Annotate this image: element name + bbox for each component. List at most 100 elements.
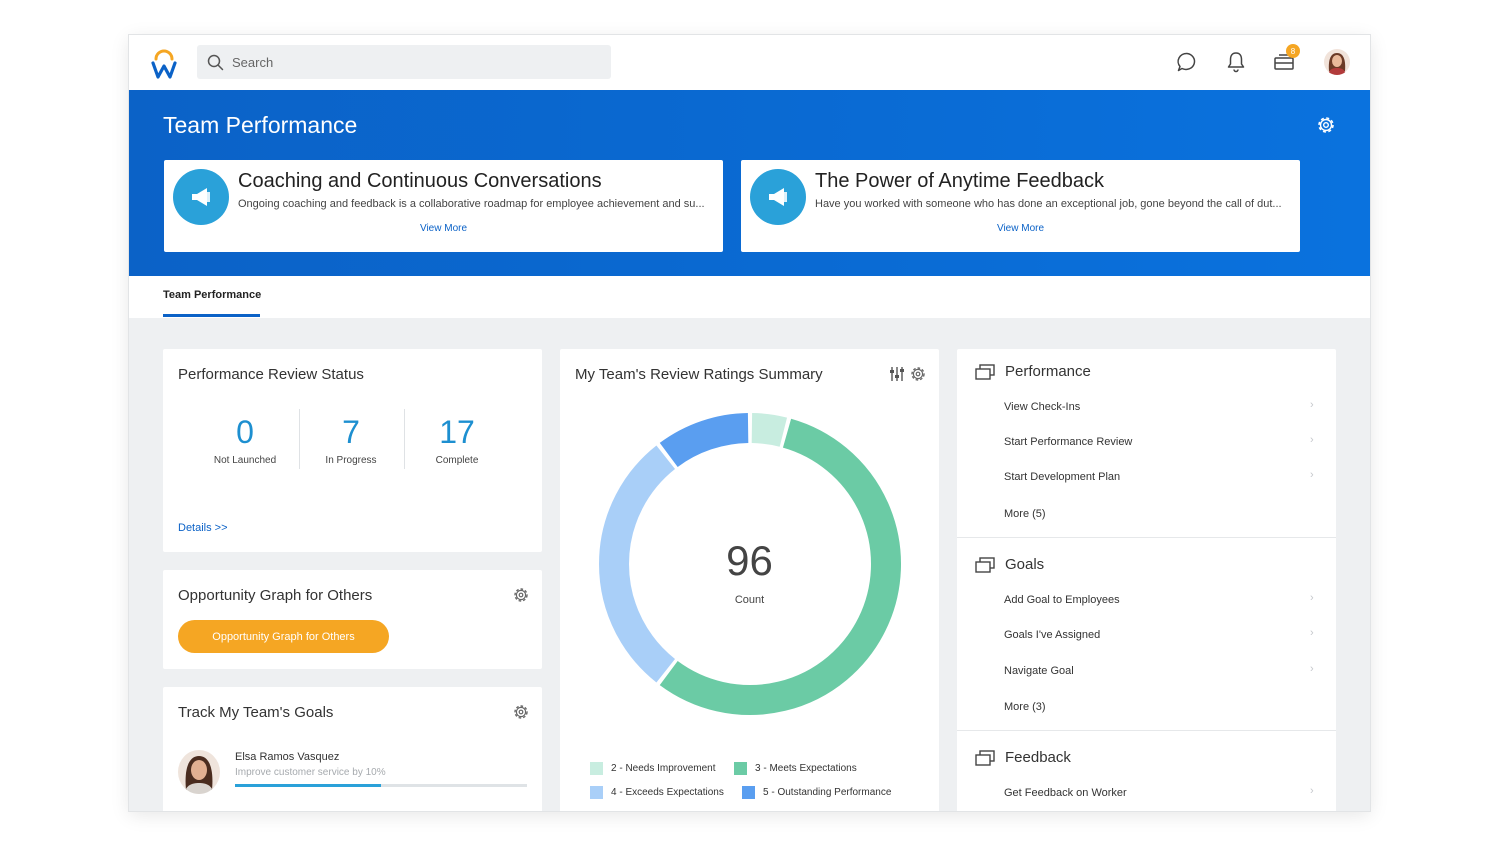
menu-item[interactable]: Add Goal to Employees — [1004, 594, 1120, 606]
worklets-panel: Performance View Check-Ins › Start Perfo… — [957, 349, 1336, 811]
donut-total-label: Count — [734, 594, 765, 606]
legend-swatch — [590, 762, 603, 775]
menu-item[interactable]: Get Feedback on Worker — [1004, 787, 1127, 799]
panel-title: My Team's Review Ratings Summary — [575, 366, 823, 383]
inbox-icon[interactable]: 8 — [1272, 44, 1300, 74]
team-goals-panel: Track My Team's Goals Elsa Ramos Vasquez… — [163, 687, 542, 811]
legend-item[interactable]: 5 - Outstanding Performance — [742, 786, 891, 799]
stat-complete[interactable]: 17 Complete — [407, 413, 507, 466]
goal-description: Improve customer service by 10% — [235, 767, 386, 778]
divider — [404, 409, 405, 469]
workday-logo[interactable] — [151, 47, 177, 79]
legend-swatch — [590, 786, 603, 799]
more-link[interactable]: More (5) — [1004, 508, 1046, 520]
chevron-right-icon: › — [1310, 663, 1314, 675]
legend-label: 4 - Exceeds Expectations — [611, 787, 724, 798]
settings-gear-icon[interactable] — [909, 365, 927, 383]
menu-item[interactable]: Navigate Goal — [1004, 665, 1074, 677]
donut-slice[interactable] — [659, 418, 901, 715]
settings-gear-icon[interactable] — [512, 586, 530, 604]
inbox-badge: 8 — [1286, 44, 1300, 58]
chevron-right-icon: › — [1310, 434, 1314, 446]
divider — [299, 409, 300, 469]
section-goals[interactable]: Goals — [975, 556, 1044, 573]
megaphone-icon — [750, 169, 806, 225]
review-status-panel: Performance Review Status 0 Not Launched… — [163, 349, 542, 552]
panel-title: Track My Team's Goals — [178, 704, 334, 721]
section-title: Goals — [1005, 556, 1045, 573]
active-tab-indicator — [163, 314, 260, 317]
search-input[interactable] — [232, 54, 592, 70]
settings-gear-icon[interactable] — [1315, 114, 1337, 136]
coaching-card[interactable]: Coaching and Continuous Conversations On… — [164, 160, 723, 252]
stat-in-progress[interactable]: 7 In Progress — [301, 413, 401, 466]
worker-name[interactable]: Elsa Ramos Vasquez — [235, 751, 340, 763]
section-title: Performance — [1005, 363, 1091, 380]
chevron-right-icon: › — [1310, 592, 1314, 604]
opportunity-graph-button[interactable]: Opportunity Graph for Others — [178, 620, 389, 653]
worklet-icon — [975, 556, 995, 573]
panel-title: Performance Review Status — [178, 366, 364, 383]
chevron-right-icon: › — [1310, 627, 1314, 639]
more-link[interactable]: More (3) — [1004, 701, 1046, 713]
menu-item[interactable]: Start Performance Review — [1004, 436, 1133, 448]
donut-total: 96 — [726, 537, 773, 584]
worker-avatar[interactable] — [178, 750, 220, 794]
stat-not-launched[interactable]: 0 Not Launched — [195, 413, 295, 466]
legend-item[interactable]: 3 - Meets Expectations — [734, 762, 857, 775]
legend-swatch — [734, 762, 747, 775]
feedback-card[interactable]: The Power of Anytime Feedback Have you w… — [741, 160, 1300, 252]
bell-icon[interactable] — [1224, 50, 1248, 74]
card-title: The Power of Anytime Feedback — [815, 170, 1105, 192]
page-title: Team Performance — [163, 112, 358, 138]
opportunity-panel: Opportunity Graph for Others Opportunity… — [163, 570, 542, 669]
worklet-icon — [975, 749, 995, 766]
menu-item[interactable]: Goals I've Assigned — [1004, 629, 1101, 641]
card-description: Ongoing coaching and feedback is a colla… — [238, 198, 705, 210]
menu-item[interactable]: View Check-Ins — [1004, 401, 1081, 413]
user-avatar[interactable] — [1324, 49, 1350, 75]
ratings-summary-panel: My Team's Review Ratings Summary 96 Coun… — [560, 349, 939, 811]
goal-progress-bar — [235, 784, 527, 787]
section-divider — [957, 537, 1336, 538]
donut-slice[interactable] — [599, 445, 676, 683]
goal-progress-fill — [235, 784, 381, 787]
legend-label: 5 - Outstanding Performance — [763, 787, 892, 798]
card-description: Have you worked with someone who has don… — [815, 198, 1282, 210]
view-more-link[interactable]: View More — [996, 223, 1045, 234]
settings-gear-icon[interactable] — [512, 703, 530, 721]
menu-item[interactable]: Start Development Plan — [1004, 471, 1121, 483]
filter-sliders-icon[interactable] — [888, 365, 906, 383]
details-link[interactable]: Details >> — [178, 522, 228, 534]
top-bar: 8 — [129, 35, 1370, 90]
stat-value: 17 — [439, 414, 475, 450]
legend-item[interactable]: 2 - Needs Improvement — [590, 762, 716, 775]
chevron-right-icon: › — [1310, 785, 1314, 797]
tab-team-performance[interactable]: Team Performance — [163, 289, 262, 301]
legend-label: 2 - Needs Improvement — [611, 763, 716, 774]
donut-slice[interactable] — [659, 413, 749, 468]
section-performance[interactable]: Performance — [975, 363, 1091, 380]
megaphone-icon — [173, 169, 229, 225]
section-divider — [957, 730, 1336, 731]
tab-bar: Team Performance — [129, 276, 1370, 318]
stat-label: Not Launched — [213, 455, 277, 466]
worklet-icon — [975, 363, 995, 380]
chat-icon[interactable] — [1175, 50, 1199, 74]
view-more-link[interactable]: View More — [419, 223, 468, 234]
section-title: Feedback — [1005, 749, 1071, 766]
chevron-right-icon: › — [1310, 469, 1314, 481]
legend-label: 3 - Meets Expectations — [755, 763, 857, 774]
legend-item[interactable]: 4 - Exceeds Expectations — [590, 786, 724, 799]
section-feedback[interactable]: Feedback — [975, 749, 1071, 766]
search-icon — [207, 54, 224, 70]
hero-banner: Team Performance Coaching and Continuous… — [129, 90, 1370, 276]
stat-label: In Progress — [325, 455, 377, 466]
legend-swatch — [742, 786, 755, 799]
stat-label: Complete — [435, 455, 479, 466]
ratings-donut-chart — [599, 413, 901, 715]
stat-value: 0 — [236, 414, 254, 450]
stat-value: 7 — [342, 414, 360, 450]
search-box[interactable] — [197, 45, 611, 79]
donut-slice[interactable] — [751, 413, 788, 447]
